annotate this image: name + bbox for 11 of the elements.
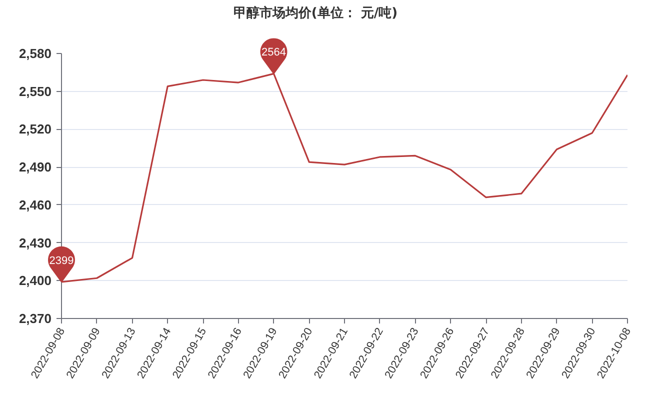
y-tick-label: 2,520: [18, 122, 52, 137]
y-tick-label: 2,370: [18, 311, 52, 326]
data-label: 2564: [262, 46, 286, 59]
data-label: 2399: [49, 254, 74, 267]
chart-title: 甲醇市场均价(单位： 元/吨): [233, 5, 398, 21]
y-tick-label: 2,490: [18, 160, 52, 175]
y-tick-label: 2,460: [18, 197, 52, 212]
y-tick-label: 2,400: [18, 273, 52, 288]
y-tick-label: 2,550: [18, 84, 52, 99]
y-tick-label: 2,580: [18, 46, 52, 61]
y-tick-label: 2,430: [18, 235, 52, 250]
